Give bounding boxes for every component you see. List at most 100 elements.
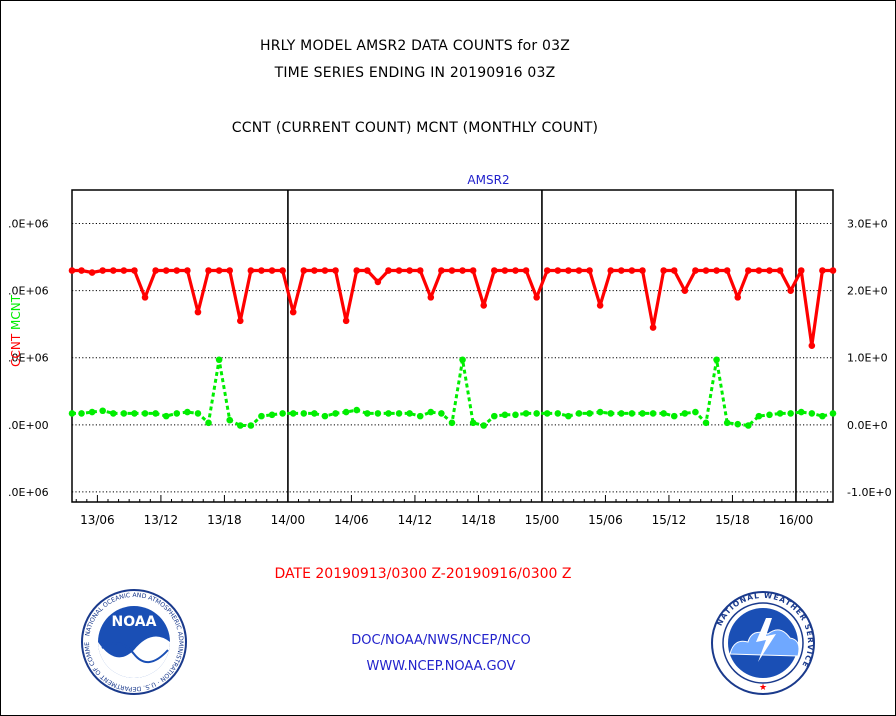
- data-point-ccnt: [247, 267, 255, 274]
- data-point-mcnt: [353, 406, 361, 414]
- data-point-mcnt: [226, 416, 234, 424]
- data-point-ccnt: [819, 267, 826, 274]
- data-point-ccnt: [607, 267, 615, 274]
- data-point-mcnt: [68, 410, 76, 417]
- data-point-mcnt: [554, 410, 562, 417]
- chart-subtitle: CCNT (CURRENT COUNT) MCNT (MONTHLY COUNT…: [231, 120, 599, 136]
- data-point-mcnt: [734, 420, 742, 428]
- data-point-mcnt: [194, 410, 202, 417]
- data-point-mcnt: [131, 410, 138, 417]
- data-point-ccnt: [427, 294, 435, 301]
- data-point-ccnt: [268, 267, 276, 274]
- data-point-mcnt: [776, 410, 784, 417]
- x-tick-label: 13/18: [207, 513, 242, 527]
- data-point-ccnt: [363, 267, 371, 274]
- data-point-mcnt: [480, 422, 488, 429]
- data-point-ccnt: [406, 267, 413, 274]
- noaa-logo-icon: NOAA NATIONAL OCEANIC AND ATMOSPHERIC AD…: [80, 588, 187, 695]
- data-point-mcnt: [755, 412, 763, 420]
- data-point-ccnt: [353, 267, 361, 274]
- data-point-mcnt: [173, 410, 181, 417]
- data-point-ccnt: [575, 267, 583, 274]
- data-point-mcnt: [438, 410, 445, 417]
- data-point-ccnt: [565, 267, 572, 274]
- data-point-mcnt: [681, 410, 689, 417]
- data-point-mcnt: [808, 410, 816, 417]
- data-point-ccnt: [649, 324, 657, 331]
- data-point-ccnt: [670, 267, 678, 274]
- data-point-mcnt: [491, 412, 498, 420]
- data-point-mcnt: [692, 408, 699, 416]
- data-point-ccnt: [512, 267, 519, 274]
- data-point-mcnt: [205, 419, 212, 427]
- data-point-ccnt: [596, 302, 604, 309]
- data-point-ccnt: [194, 308, 202, 316]
- data-point-mcnt: [469, 419, 477, 427]
- x-tick-label: 14/06: [334, 513, 369, 527]
- series-line-ccnt: [72, 268, 833, 348]
- data-point-mcnt: [332, 410, 339, 417]
- org-label: DOC/NOAA/NWS/NCEP/NCO: [351, 633, 531, 648]
- right-tick-label: 1.0E+0: [847, 352, 888, 365]
- data-point-mcnt: [78, 410, 85, 417]
- data-point-ccnt: [311, 267, 318, 274]
- data-point-mcnt: [533, 410, 540, 417]
- data-point-ccnt: [787, 287, 794, 294]
- data-point-mcnt: [427, 408, 435, 416]
- data-point-mcnt: [628, 410, 636, 417]
- data-point-mcnt: [543, 410, 551, 417]
- data-point-ccnt: [554, 267, 562, 274]
- data-point-mcnt: [745, 422, 752, 429]
- url-link[interactable]: WWW.NCEP.NOAA.GOV: [366, 659, 516, 674]
- data-point-ccnt: [99, 267, 106, 274]
- left-tick-label: .0E+06: [8, 486, 49, 499]
- data-point-ccnt: [68, 267, 76, 274]
- data-point-ccnt: [480, 302, 488, 309]
- data-point-ccnt: [522, 267, 530, 274]
- data-point-ccnt: [342, 317, 350, 325]
- data-point-mcnt: [406, 410, 413, 417]
- data-point-ccnt: [236, 317, 244, 325]
- data-point-mcnt: [670, 412, 678, 420]
- data-point-ccnt: [215, 267, 223, 274]
- data-point-mcnt: [596, 408, 604, 416]
- data-point-mcnt: [311, 410, 318, 417]
- data-point-ccnt: [660, 267, 667, 274]
- data-point-ccnt: [300, 267, 308, 274]
- data-point-ccnt: [723, 267, 731, 274]
- x-tick-label: 16/00: [779, 513, 814, 527]
- data-point-ccnt: [618, 267, 625, 274]
- data-point-ccnt: [321, 267, 329, 274]
- data-point-ccnt: [692, 267, 699, 274]
- data-point-ccnt: [501, 267, 509, 274]
- data-point-ccnt: [173, 267, 181, 274]
- data-point-ccnt: [543, 267, 551, 274]
- data-point-ccnt: [628, 267, 636, 274]
- data-point-ccnt: [448, 267, 456, 274]
- data-point-ccnt: [131, 267, 138, 274]
- data-point-ccnt: [586, 267, 593, 274]
- data-point-ccnt: [109, 267, 117, 274]
- data-point-mcnt: [522, 410, 530, 417]
- data-point-ccnt: [776, 267, 784, 274]
- data-point-mcnt: [766, 411, 773, 419]
- data-point-ccnt: [808, 342, 816, 349]
- data-point-ccnt: [713, 267, 720, 274]
- data-point-mcnt: [184, 408, 191, 416]
- x-tick-label: 13/12: [144, 513, 179, 527]
- data-point-ccnt: [491, 267, 498, 274]
- chart-title-line1: HRLY MODEL AMSR2 DATA COUNTS for 03Z: [259, 38, 571, 54]
- left-tick-label: .0E+06: [8, 218, 49, 231]
- data-point-mcnt: [385, 410, 392, 417]
- data-point-mcnt: [321, 412, 329, 420]
- data-point-ccnt: [395, 267, 403, 274]
- right-tick-label: 0.0E+0: [847, 419, 888, 432]
- data-point-mcnt: [162, 412, 170, 420]
- data-point-ccnt: [459, 267, 466, 274]
- data-point-ccnt: [279, 267, 286, 274]
- data-point-mcnt: [416, 412, 424, 420]
- data-point-ccnt: [702, 267, 710, 274]
- data-point-ccnt: [469, 267, 477, 274]
- data-point-mcnt: [501, 411, 509, 419]
- data-point-ccnt: [88, 269, 96, 276]
